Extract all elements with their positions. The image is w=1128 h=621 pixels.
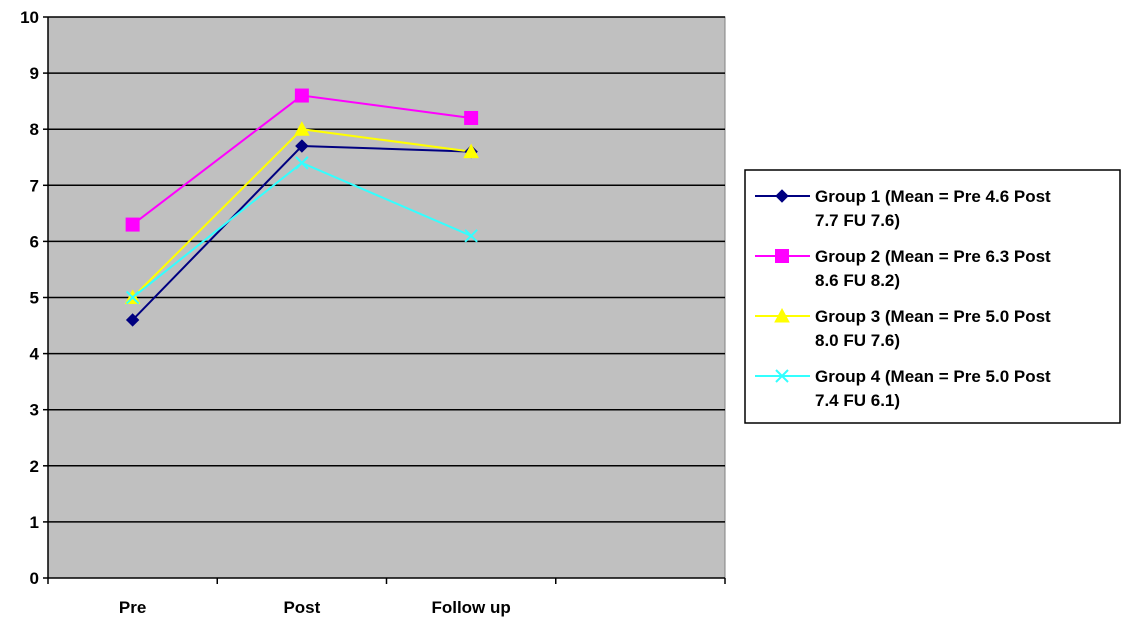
legend-label: Group 2 (Mean = Pre 6.3 Post [815,247,1051,266]
data-point-group-4-post [295,156,309,170]
y-tick-labels: 0 1 2 3 4 5 6 7 8 9 10 [20,8,39,588]
data-point-group-2-post [294,88,309,103]
gridlines [48,16,725,523]
data-point-group-4-follow-up [464,229,478,243]
x-tick-label: Post [283,598,320,617]
y-tick-label: 4 [30,345,40,364]
legend-label: 7.7 FU 7.6) [815,211,900,230]
legend-item-group-4: Group 4 (Mean = Pre 5.0 Post 7.4 FU 6.1) [755,367,1051,410]
data-point-group-2-pre [125,217,140,232]
y-tick-label: 5 [30,289,39,308]
legend-label: Group 4 (Mean = Pre 5.0 Post [815,367,1051,386]
y-tick-label: 2 [30,457,39,476]
legend-marker [775,369,789,383]
legend-label: 8.0 FU 7.6) [815,331,900,350]
series-markers [124,88,479,327]
y-tick-label: 3 [30,401,39,420]
y-tick-label: 8 [30,120,39,139]
data-point-group-1-pre [125,313,140,327]
legend-marker [775,189,789,203]
y-tick-label: 7 [30,176,39,195]
axes [43,16,726,584]
legend-label: 7.4 FU 6.1) [815,391,900,410]
x-tick-label: Pre [119,598,146,617]
y-tick-label: 10 [20,8,39,27]
data-point-group-3-follow-up [463,143,479,159]
data-point-group-4-pre [125,290,140,305]
y-tick-label: 9 [30,64,39,83]
x-tick-label: Follow up [431,598,510,617]
y-tick-label: 0 [30,569,39,588]
legend-label: 8.6 FU 8.2) [815,271,900,290]
data-point-group-1-post [295,139,309,153]
legend-label: Group 3 (Mean = Pre 5.0 Post [815,307,1051,326]
data-point-group-3-post [294,121,310,136]
legend-marker [774,307,790,323]
legend-label: Group 1 (Mean = Pre 4.6 Post [815,187,1051,206]
legend-item-group-1: Group 1 (Mean = Pre 4.6 Post 7.7 FU 7.6) [755,187,1051,230]
x-tick-labels: Pre Post Follow up [119,598,511,617]
y-tick-label: 1 [30,513,39,532]
legend-box [744,169,1121,424]
data-point-group-2-follow-up [464,110,479,125]
legend-item-group-3: Group 3 (Mean = Pre 5.0 Post 8.0 FU 7.6) [755,307,1051,350]
legend-marker [775,249,789,263]
y-tick-label: 6 [30,232,39,251]
legend-item-group-2: Group 2 (Mean = Pre 6.3 Post 8.6 FU 8.2) [755,247,1051,290]
